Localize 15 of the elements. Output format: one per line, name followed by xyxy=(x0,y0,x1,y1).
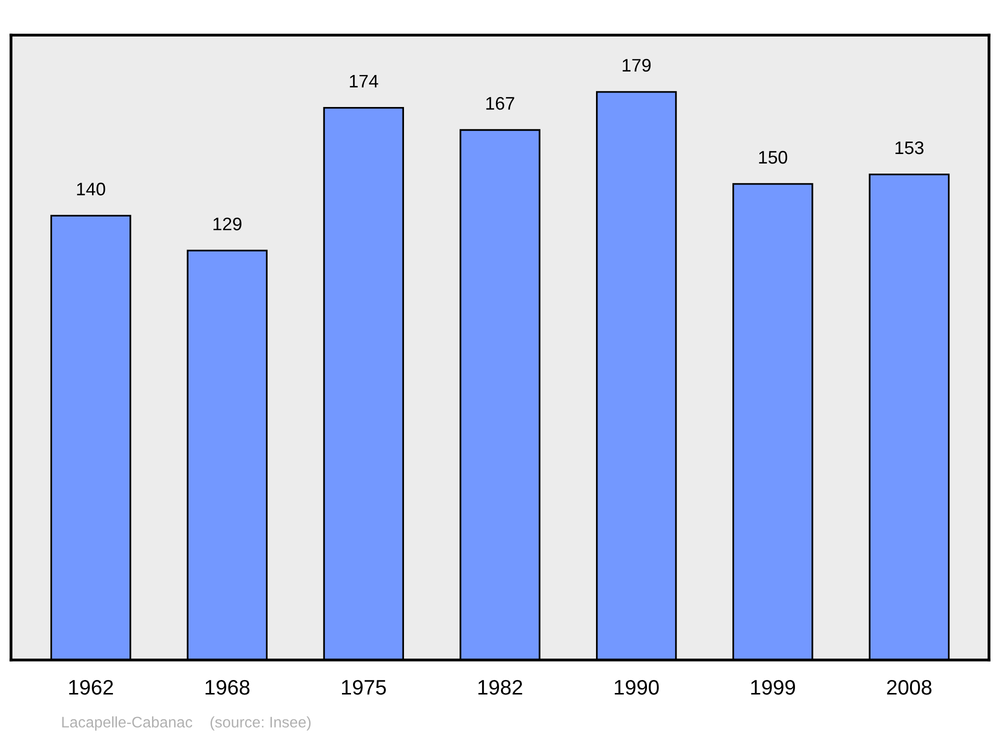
x-tick-label: 1999 xyxy=(751,680,795,695)
data-label: 167 xyxy=(486,96,514,110)
data-label: 150 xyxy=(759,150,788,164)
x-tick-label: 1968 xyxy=(206,680,250,695)
data-label: 179 xyxy=(622,58,651,72)
data-label: 153 xyxy=(896,141,924,154)
text: Lacapelle-Cabanac (source: Insee) xyxy=(62,716,311,731)
x-tick-label: 1962 xyxy=(69,680,113,695)
data-label: 140 xyxy=(77,182,106,196)
x-tick-label: 1990 xyxy=(614,680,659,695)
x-tick-label: 2008 xyxy=(887,680,932,695)
data-label: 129 xyxy=(214,218,242,230)
data-label: 174 xyxy=(350,74,378,88)
x-tick-label: 1975 xyxy=(342,680,386,695)
x-tick-label: 1982 xyxy=(478,680,522,695)
